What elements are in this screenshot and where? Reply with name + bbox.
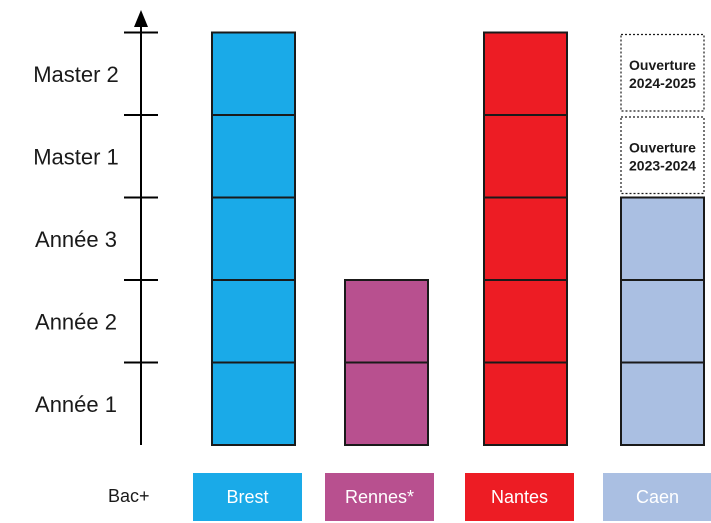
column-nantes [483, 31, 568, 446]
campus-legend-box [193, 473, 302, 521]
planned-block [620, 33, 705, 112]
year-block [211, 361, 296, 446]
year-block [211, 114, 296, 199]
year-block [344, 361, 429, 446]
campus-label: Nantes [491, 487, 548, 507]
campus-legend-box [325, 473, 434, 521]
year-block [211, 196, 296, 281]
bac-label: Bac+ [108, 486, 150, 506]
column-caen: Ouverture 2023-2024 Ouverture 2024-2025 [620, 33, 705, 446]
level-label: Année 2 [35, 309, 117, 334]
campus-legend-box [603, 473, 711, 521]
year-block [211, 279, 296, 364]
year-block [620, 196, 705, 281]
year-block [620, 279, 705, 364]
year-block [483, 196, 568, 281]
opening-year: 2024-2025 [629, 75, 696, 91]
campus-label: Rennes* [345, 487, 414, 507]
opening-label: Ouverture [629, 57, 696, 73]
year-block [620, 361, 705, 446]
level-label: Master 1 [33, 144, 119, 169]
column-rennes [344, 279, 429, 446]
campus-legend-box [465, 473, 574, 521]
axis-arrow-icon [134, 10, 148, 27]
column-brest [211, 31, 296, 446]
year-block [344, 279, 429, 364]
opening-year: 2023-2024 [629, 157, 696, 173]
opening-label: Ouverture [629, 139, 696, 155]
year-block [211, 31, 296, 116]
level-label: Master 2 [33, 62, 119, 87]
year-block [483, 361, 568, 446]
level-label: Année 1 [35, 392, 117, 417]
year-block [483, 279, 568, 364]
year-block [483, 31, 568, 116]
planned-block [620, 116, 705, 195]
campus-label: Caen [636, 487, 679, 507]
campus-label: Brest [226, 487, 268, 507]
level-label: Année 3 [35, 227, 117, 252]
year-block [483, 114, 568, 199]
